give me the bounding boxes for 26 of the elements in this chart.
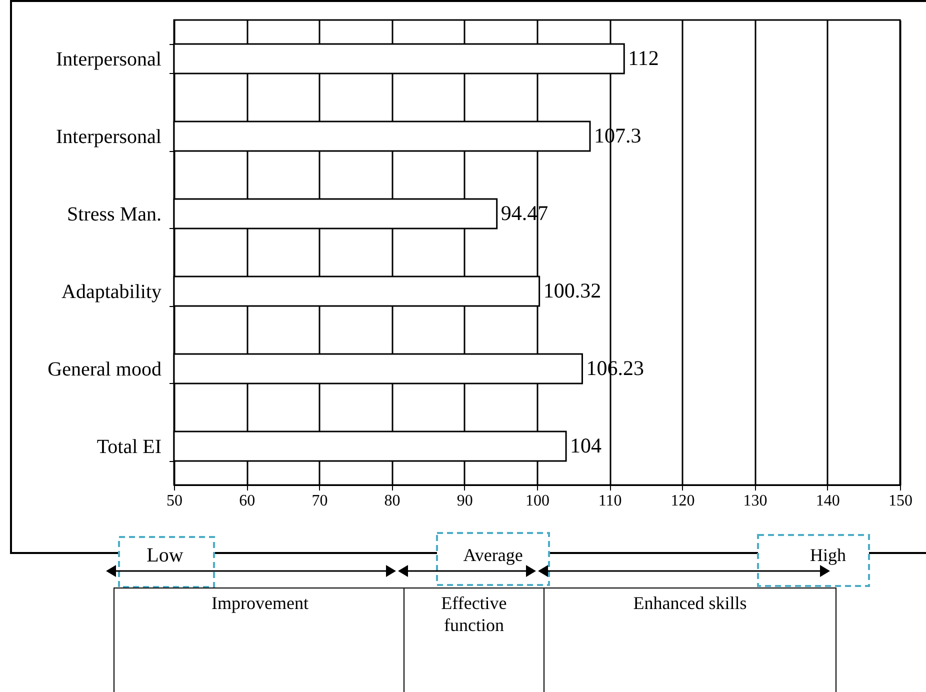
- y-tick-label: Interpersonal: [56, 126, 162, 148]
- data-label: 104: [570, 433, 602, 458]
- x-tick-label: 140: [816, 492, 840, 510]
- x-tick-label: 90: [456, 492, 473, 510]
- x-tick-label: 50: [166, 492, 182, 510]
- y-tick-label: General mood: [48, 358, 162, 380]
- text: High: [810, 545, 846, 566]
- x-tick-label: 110: [598, 492, 622, 510]
- x-tick-label: 80: [384, 492, 400, 510]
- x-tick-label: 60: [239, 492, 256, 510]
- x-tick-label: 100: [526, 492, 550, 510]
- x-tick-label: 130: [743, 492, 768, 510]
- x-tick-label: 150: [888, 492, 912, 510]
- text: Effective function: [441, 593, 507, 635]
- data-label: 100.32: [543, 278, 602, 302]
- x-tick-label: 70: [312, 492, 328, 510]
- y-tick-label: Adaptability: [62, 280, 162, 303]
- y-tick-label: Total EI: [96, 436, 162, 458]
- x-tick-label: 120: [670, 492, 695, 510]
- y-tick-label: Interpersonal: [56, 48, 162, 70]
- text: Enhanced skills: [633, 593, 747, 613]
- y-tick-label: Stress Man.: [67, 203, 162, 226]
- data-label: 112: [628, 46, 659, 70]
- text: Improvement: [212, 593, 308, 613]
- text: Average: [463, 545, 523, 566]
- text: Low: [146, 544, 184, 567]
